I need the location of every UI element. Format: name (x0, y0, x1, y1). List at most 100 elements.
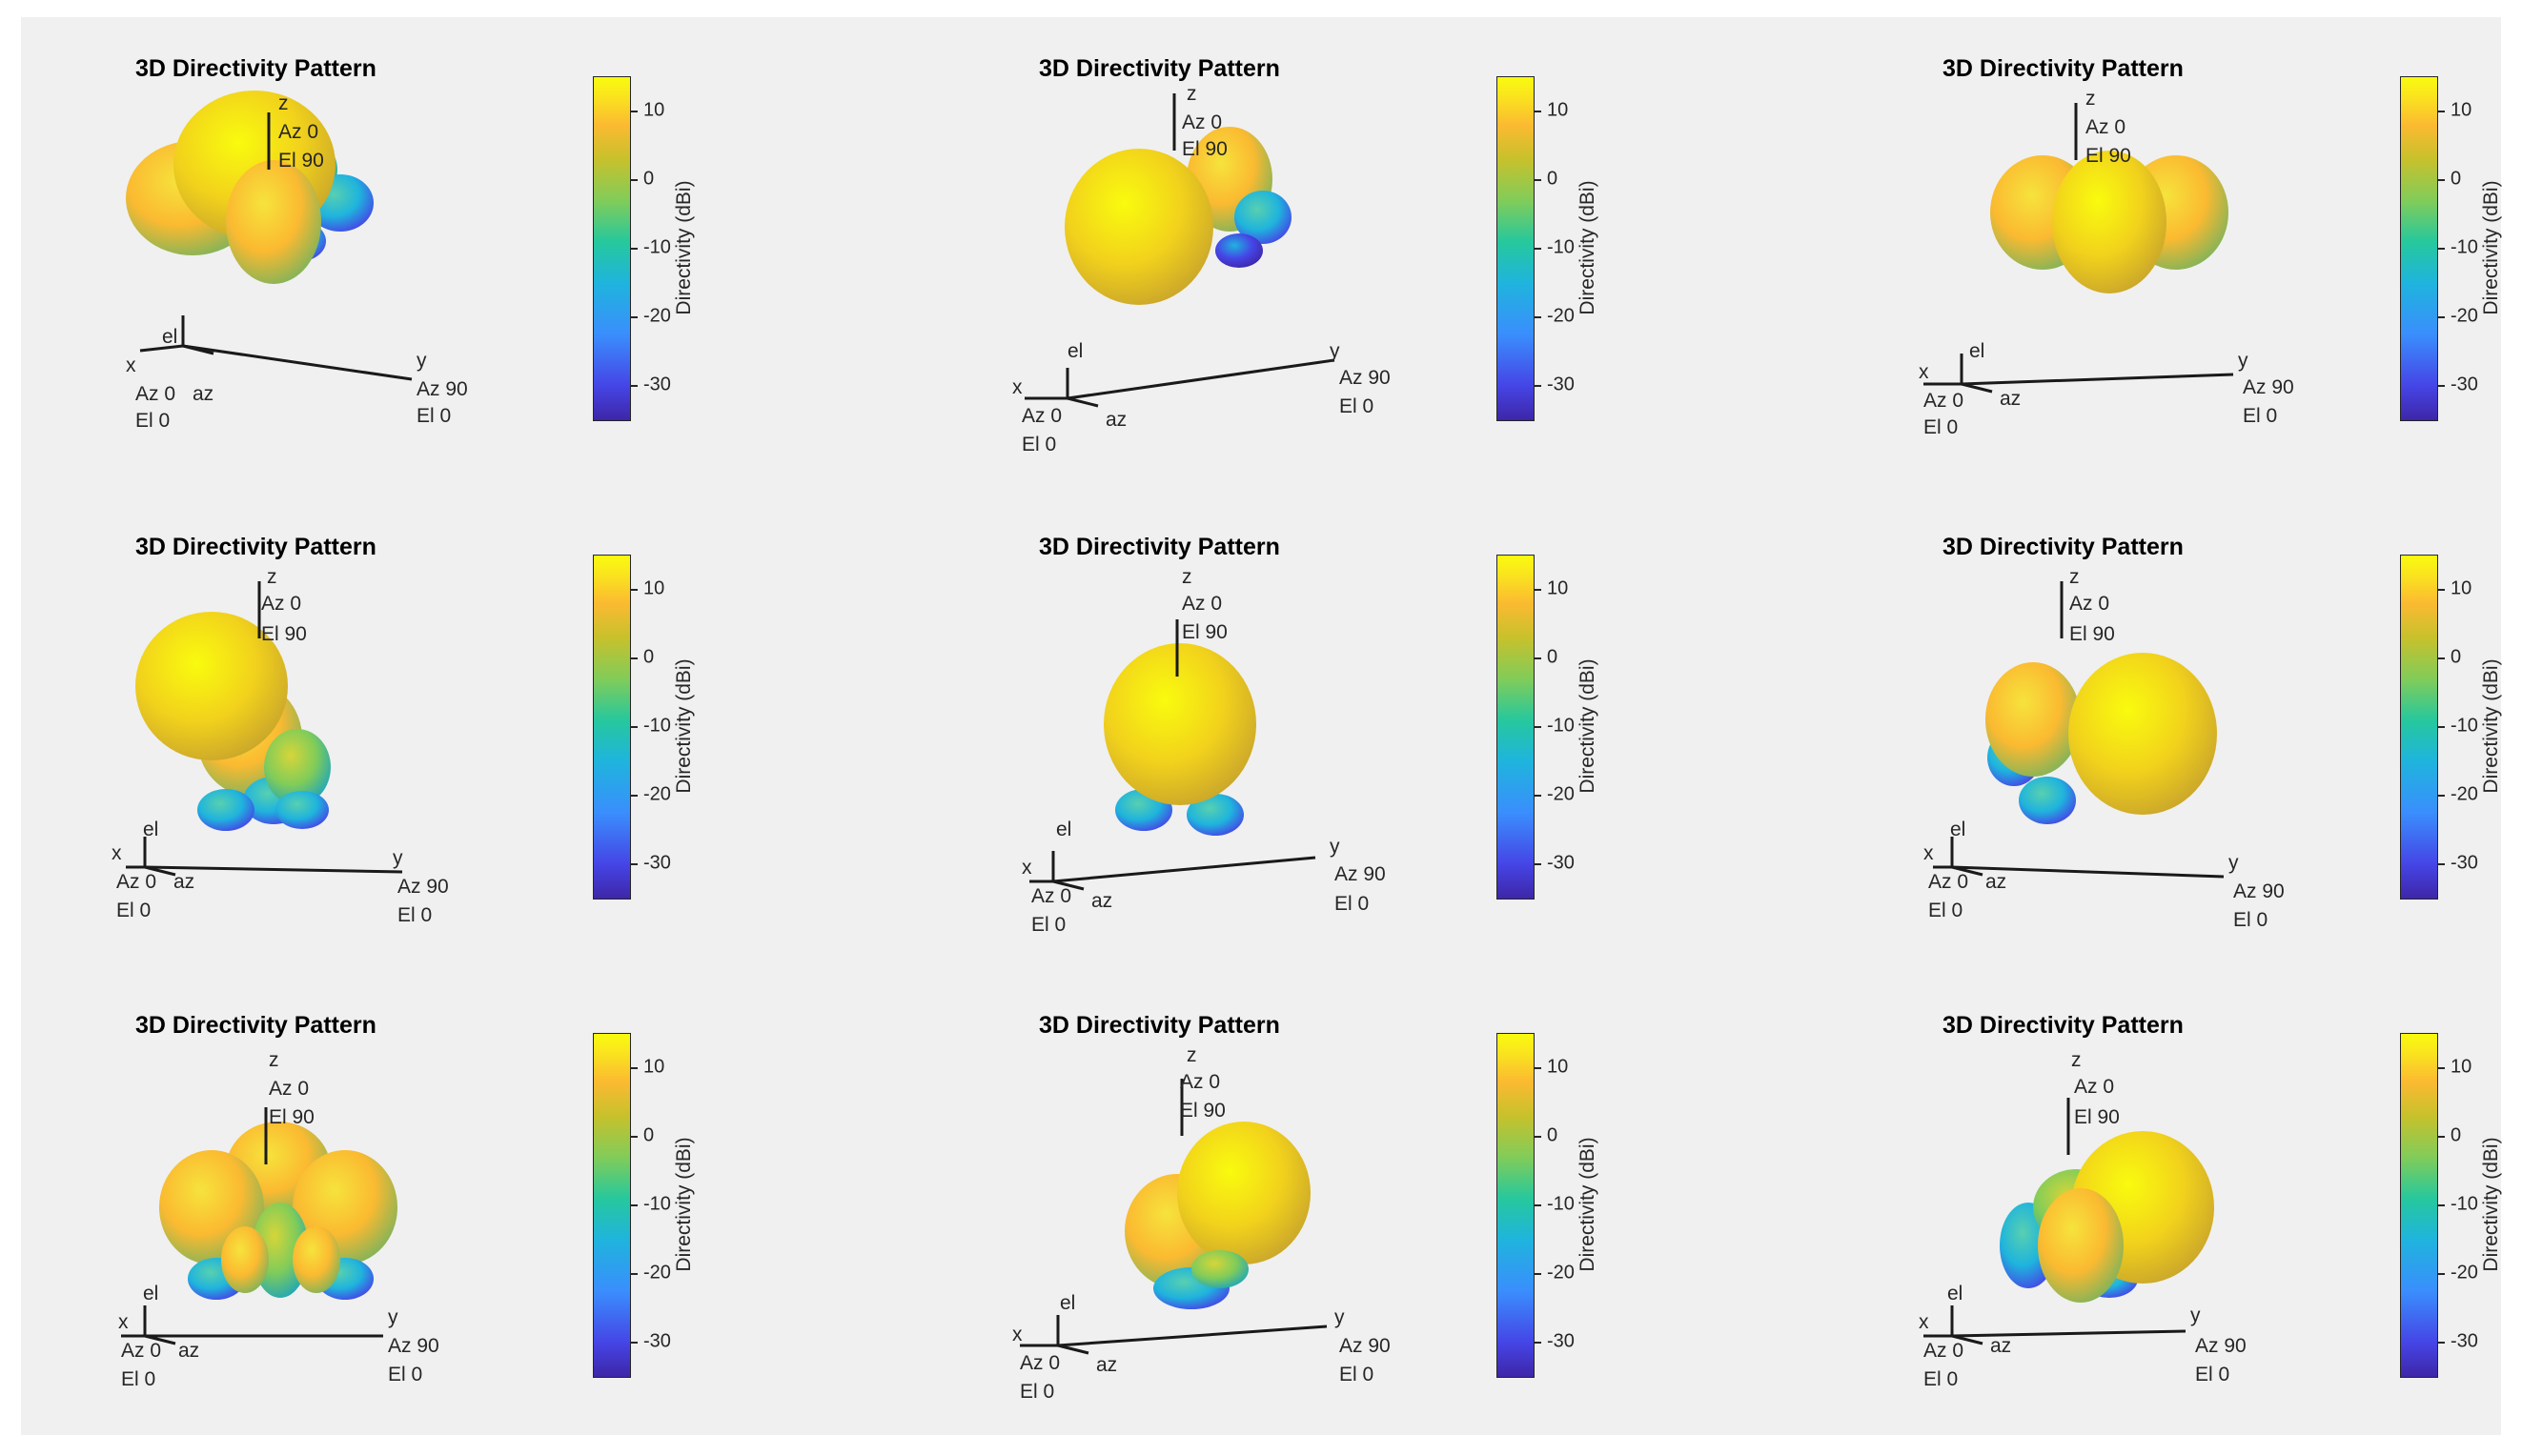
colorbar-gradient (2400, 1033, 2438, 1378)
colorbar-tick (631, 589, 638, 591)
y-axis-label: y (1330, 836, 1340, 858)
colorbar-gradient (1496, 1033, 1535, 1378)
pattern-plot[interactable] (1857, 974, 2390, 1450)
colorbar-tick (1535, 248, 1541, 250)
colorbar-tick (1535, 1136, 1541, 1138)
y-az-axis-label: Az 90 (388, 1335, 439, 1357)
colorbar-tick-label: -30 (1547, 1330, 1575, 1352)
x-el-axis-label: El 0 (135, 410, 171, 432)
colorbar-tick-label: 0 (2451, 1124, 2462, 1146)
z-axis-label: z (2069, 566, 2080, 588)
y-az-axis-label: Az 90 (417, 378, 468, 400)
colorbar-tick-label: 0 (1547, 1124, 1558, 1146)
pattern-plot[interactable] (50, 495, 583, 972)
radiation-lobe (226, 160, 321, 284)
colorbar-tick (2438, 726, 2445, 728)
y-el-axis-label: El 0 (2195, 1364, 2230, 1385)
radiation-lobe (1234, 191, 1292, 244)
y-el-axis-label: El 0 (1339, 395, 1374, 417)
colorbar-tick (2438, 385, 2445, 387)
y-az-axis-label: Az 90 (1339, 367, 1391, 389)
y-axis-line (1951, 865, 2225, 879)
y-axis-label: y (393, 847, 403, 869)
colorbar-tick-label: -10 (1547, 1193, 1575, 1215)
x-az-axis-label: Az 0 (135, 383, 176, 405)
y-axis-label: y (1330, 340, 1340, 362)
pattern-plot[interactable] (50, 974, 583, 1450)
z-axis-label: z (1182, 566, 1192, 588)
colorbar-tick-label: 10 (1547, 577, 1569, 599)
radiation-lobe (293, 1226, 340, 1293)
y-axis-label: y (417, 350, 427, 372)
az-axis-line (1052, 880, 1085, 891)
colorbar: 10 0 -10 -20 -30 Directivity (dBi) (593, 1033, 745, 1380)
pattern-plot[interactable] (953, 974, 1487, 1450)
colorbar-tick-label: -10 (2451, 715, 2478, 737)
directivity-subplot: 3D Directivity Pattern z Az 0 El 90 y Az 90 El… (50, 495, 869, 972)
colorbar-tick (1535, 726, 1541, 728)
colorbar-tick (1535, 1342, 1541, 1344)
colorbar-tick (631, 385, 638, 387)
colorbar-tick-label: -20 (643, 783, 671, 805)
y-el-axis-label: El 0 (1339, 1364, 1374, 1385)
colorbar-tick-label: -20 (1547, 783, 1575, 805)
colorbar-tick-label: 0 (1547, 168, 1558, 190)
colorbar-tick-label: -20 (643, 305, 671, 327)
colorbar-tick-label: -30 (1547, 374, 1575, 395)
colorbar-tick (631, 863, 638, 865)
colorbar: 10 0 -10 -20 -30 Directivity (dBi) (2400, 76, 2522, 423)
z-el-axis-label: El 90 (1182, 621, 1228, 643)
colorbar-label: Directivity (dBi) (673, 1137, 695, 1272)
z-az-axis-label: Az 0 (269, 1078, 310, 1100)
colorbar-tick-label: -10 (1547, 715, 1575, 737)
x-el-axis-label: El 0 (1928, 900, 1963, 921)
pattern-plot[interactable] (1857, 495, 2390, 972)
el-axis-label: el (1947, 1283, 1963, 1304)
pattern-plot[interactable] (1857, 17, 2390, 494)
y-el-axis-label: El 0 (388, 1364, 423, 1385)
radiation-lobe (1215, 233, 1263, 268)
colorbar-tick (631, 795, 638, 797)
az-axis-line (1951, 865, 1983, 877)
colorbar-tick (1535, 385, 1541, 387)
az-axis-label: az (2000, 388, 2022, 410)
colorbar-tick (631, 248, 638, 250)
pattern-plot[interactable] (953, 17, 1487, 494)
az-axis-line (144, 1334, 176, 1345)
radiation-lobe (2038, 1188, 2124, 1303)
y-az-axis-label: Az 90 (1334, 863, 1386, 885)
colorbar-tick-label: -30 (1547, 852, 1575, 874)
colorbar-tick (2438, 179, 2445, 181)
y-el-axis-label: El 0 (2243, 405, 2278, 427)
x-el-axis-label: El 0 (1923, 1368, 1959, 1390)
colorbar-tick (1535, 863, 1541, 865)
colorbar-tick-label: 0 (1547, 646, 1558, 668)
colorbar: 10 0 -10 -20 -30 Directivity (dBi) (1496, 1033, 1649, 1380)
x-az-axis-label: Az 0 (1022, 405, 1063, 427)
x-axis-label: x (112, 842, 122, 864)
z-el-axis-label: El 90 (2085, 145, 2131, 167)
colorbar-tick (2438, 1204, 2445, 1206)
colorbar-tick-label: 0 (643, 646, 655, 668)
az-axis-label: az (1990, 1335, 2012, 1357)
colorbar-tick-label: 10 (643, 1056, 665, 1078)
colorbar-tick-label: -10 (643, 236, 671, 258)
x-axis-label: x (126, 354, 136, 376)
radiation-lobe (1191, 1250, 1249, 1288)
colorbar-tick-label: -20 (2451, 1262, 2478, 1284)
pattern-plot[interactable] (50, 17, 583, 494)
radiation-lobe (2068, 653, 2217, 815)
x-az-axis-label: Az 0 (1923, 390, 1964, 412)
pattern-plot[interactable] (953, 495, 1487, 972)
z-el-axis-label: El 90 (278, 150, 324, 172)
colorbar: 10 0 -10 -20 -30 Directivity (dBi) (1496, 555, 1649, 901)
plot-title: 3D Directivity Pattern (1942, 55, 2184, 82)
colorbar-tick (1535, 111, 1541, 112)
colorbar-tick (2438, 657, 2445, 659)
colorbar-tick-label: -30 (643, 852, 671, 874)
plot-title: 3D Directivity Pattern (135, 1012, 376, 1039)
x-axis-label: x (1919, 361, 1929, 383)
x-axis-line (139, 344, 184, 353)
colorbar-gradient (593, 1033, 631, 1378)
colorbar-gradient (2400, 76, 2438, 421)
